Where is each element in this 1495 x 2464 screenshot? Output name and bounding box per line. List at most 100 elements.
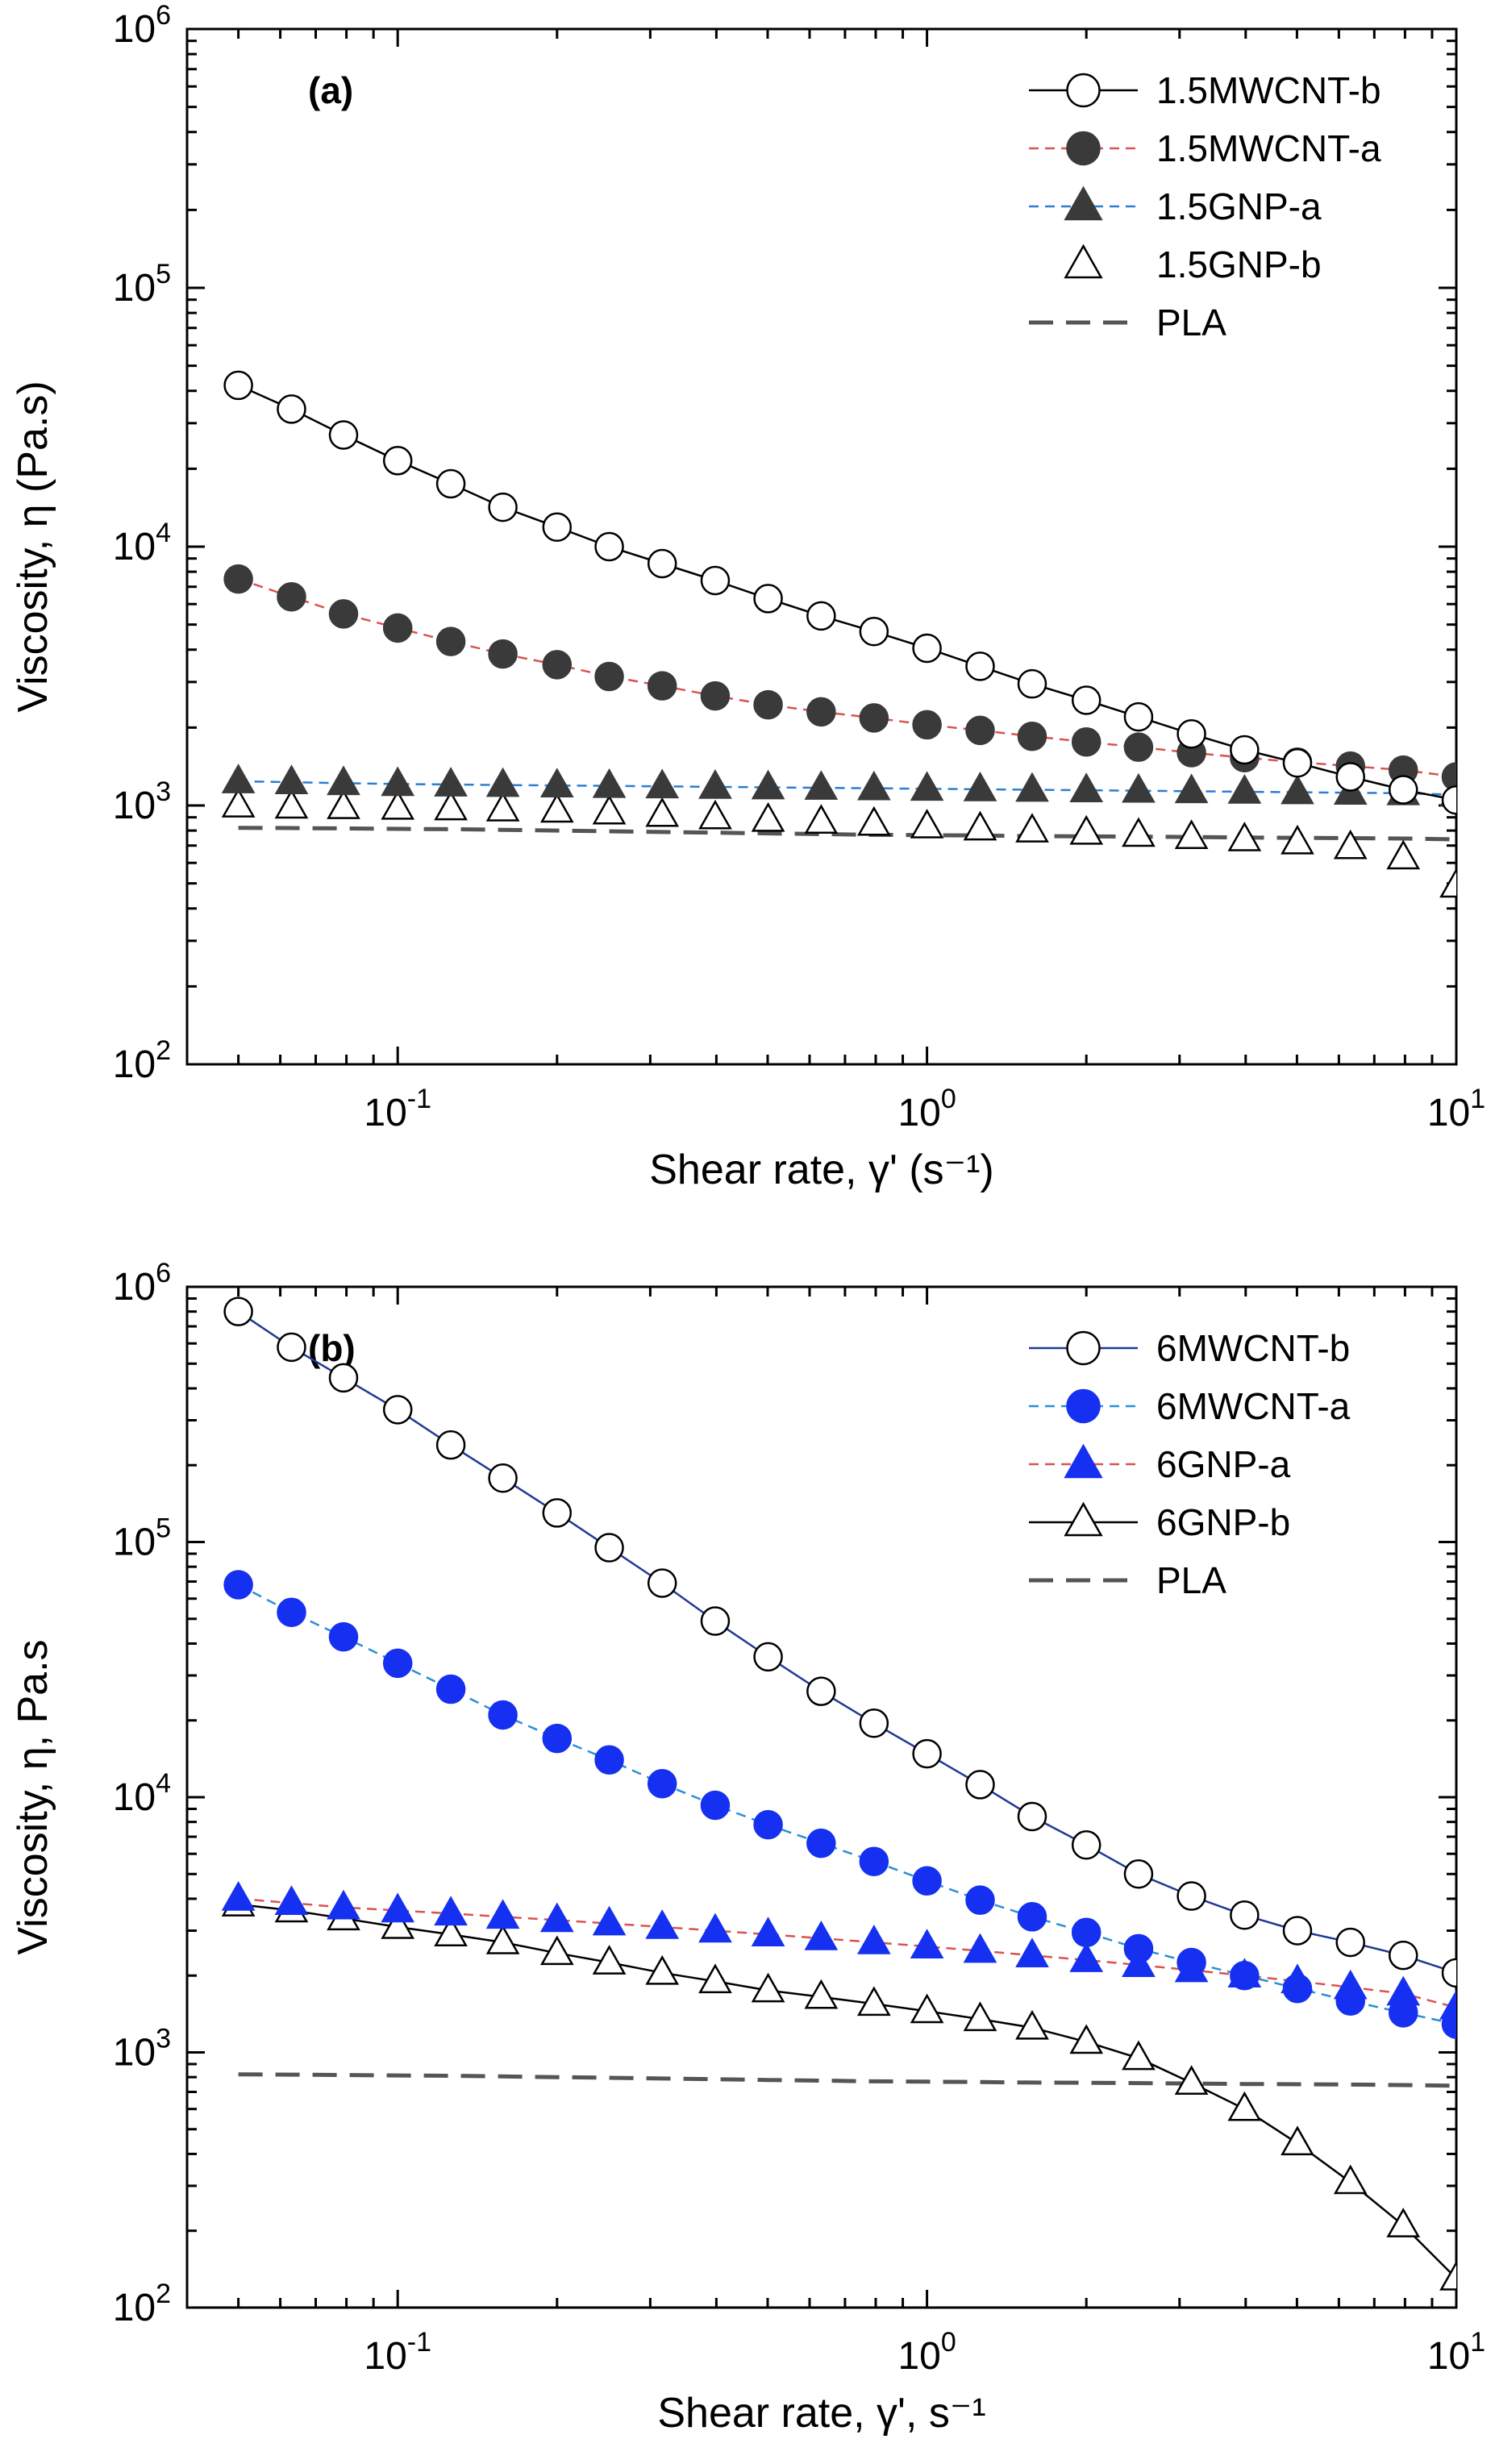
legend-entry: 1.5MWCNT-a [1029, 127, 1381, 169]
data-point [751, 769, 785, 800]
y-tick-label: 103 [113, 776, 171, 827]
data-point [965, 1770, 995, 1800]
data-point [645, 1909, 680, 1939]
series-1-5gnp-a [221, 764, 1456, 807]
data-point [856, 805, 891, 836]
y-tick-exponent: 4 [156, 518, 171, 548]
data-point [1015, 772, 1049, 802]
data-point [592, 794, 627, 825]
legend-entry: 1.5MWCNT-b [1029, 69, 1381, 111]
data-point [1123, 732, 1154, 762]
y-tick-base: 10 [113, 526, 156, 568]
legend-entry: 1.5GNP-b [1064, 243, 1322, 285]
data-point [542, 1723, 573, 1754]
legend: 6MWCNT-b 6MWCNT-a 6GNP-a 6GNP-b PLA [1029, 1327, 1351, 1601]
data-point [1441, 762, 1456, 792]
data-point [1015, 2009, 1049, 2040]
data-point [328, 599, 359, 629]
data-point [594, 1745, 624, 1775]
data-point [488, 639, 518, 669]
legend-marker [1064, 243, 1103, 279]
data-point [1017, 1801, 1047, 1832]
data-point [274, 764, 309, 794]
data-point [594, 1533, 624, 1563]
x-tick-base: 10 [1427, 2335, 1470, 2378]
x-tick-label: 101 [1427, 1084, 1485, 1134]
legend-entry: PLA [1029, 302, 1226, 343]
data-point [542, 512, 573, 542]
legend-marker [1066, 131, 1101, 166]
data-point [539, 1935, 574, 1966]
data-point [435, 626, 466, 656]
data-point [381, 766, 415, 797]
series-line [238, 2072, 1456, 2088]
data-point [1439, 868, 1456, 898]
data-point [221, 1881, 256, 1911]
data-point [594, 661, 624, 692]
data-point [382, 446, 413, 476]
y-tick-exponent: 5 [156, 259, 171, 289]
data-point [542, 1498, 573, 1528]
data-point [965, 1885, 995, 1915]
data-point [1227, 774, 1262, 804]
data-point [856, 1925, 891, 1954]
y-axis-label: Viscosity, η (Pa.s) [10, 381, 56, 712]
data-point [1122, 2040, 1156, 2071]
data-point [910, 1929, 944, 1958]
data-point [912, 633, 942, 664]
legend-marker [1066, 73, 1101, 108]
data-point [700, 681, 731, 711]
data-point [1122, 772, 1156, 803]
data-point [645, 768, 680, 799]
x-tick-label: 101 [1427, 2327, 1485, 2378]
data-point [910, 771, 944, 801]
data-point [539, 1902, 574, 1933]
legend-label: 6MWCNT-b [1156, 1327, 1350, 1369]
y-tick-exponent: 2 [156, 2279, 171, 2309]
legend-marker [1066, 1330, 1101, 1366]
data-point [806, 601, 836, 631]
legend-entry: 6MWCNT-a [1029, 1385, 1351, 1427]
data-point [700, 1606, 731, 1636]
y-tick-label: 104 [113, 518, 171, 568]
data-point [1123, 701, 1154, 732]
data-point [698, 1963, 732, 1994]
y-tick-exponent: 6 [156, 0, 171, 31]
data-point [277, 394, 306, 424]
y-tick-base: 10 [113, 8, 156, 51]
x-tick-label: 10-1 [364, 1084, 431, 1134]
data-point [806, 697, 836, 727]
data-point [751, 1917, 785, 1946]
series-1-5gnp-b [221, 788, 1456, 898]
series-1-5mwcnt-b [223, 370, 1456, 815]
data-point [965, 651, 995, 681]
data-point [328, 1363, 359, 1393]
data-point [1281, 2125, 1314, 2156]
y-tick-label: 102 [113, 1035, 171, 1086]
legend-label: PLA [1156, 302, 1226, 343]
data-point [223, 370, 253, 401]
x-tick-base: 10 [364, 2335, 406, 2378]
data-point [382, 1648, 413, 1679]
data-point [434, 1917, 468, 1946]
data-point [698, 799, 732, 830]
y-tick-base: 10 [113, 2032, 156, 2075]
data-point [647, 1568, 677, 1598]
data-point [1386, 839, 1421, 870]
data-point [1071, 726, 1101, 757]
data-point [435, 1430, 466, 1460]
data-point [1174, 2065, 1209, 2096]
legend-label: 6GNP-b [1156, 1501, 1290, 1543]
data-point [277, 1597, 306, 1628]
data-point [700, 565, 731, 596]
y-tick-label: 106 [113, 1258, 171, 1309]
data-point [856, 1986, 891, 2017]
legend-label: 6MWCNT-a [1156, 1385, 1351, 1427]
data-point [963, 1933, 997, 1963]
data-point [221, 764, 256, 793]
data-point [539, 768, 574, 797]
data-point [1333, 829, 1368, 859]
data-point [328, 420, 359, 450]
data-point [698, 1913, 732, 1943]
